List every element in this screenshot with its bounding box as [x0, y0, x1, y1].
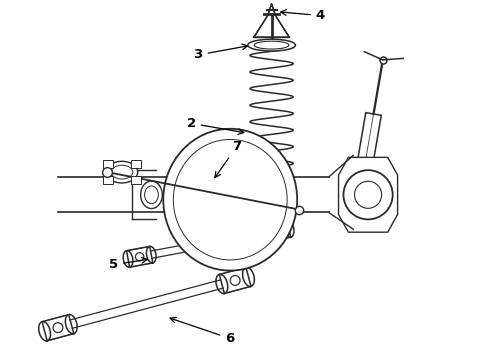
Bar — [131, 160, 141, 168]
Text: 7: 7 — [215, 140, 242, 177]
Ellipse shape — [163, 129, 297, 271]
Text: 6: 6 — [170, 318, 235, 345]
Circle shape — [343, 170, 392, 219]
Polygon shape — [254, 4, 289, 37]
Bar — [103, 176, 113, 184]
Text: 3: 3 — [194, 44, 248, 62]
Ellipse shape — [248, 39, 295, 51]
Polygon shape — [220, 267, 251, 293]
Text: 2: 2 — [187, 117, 244, 134]
Polygon shape — [339, 157, 397, 232]
Text: 4: 4 — [281, 9, 325, 22]
Bar — [103, 160, 113, 168]
Ellipse shape — [141, 181, 162, 208]
Ellipse shape — [106, 161, 138, 183]
Polygon shape — [264, 221, 291, 242]
Polygon shape — [126, 246, 153, 267]
Text: 5: 5 — [109, 257, 147, 271]
Bar — [131, 176, 141, 184]
Polygon shape — [348, 113, 381, 216]
Polygon shape — [42, 315, 74, 341]
